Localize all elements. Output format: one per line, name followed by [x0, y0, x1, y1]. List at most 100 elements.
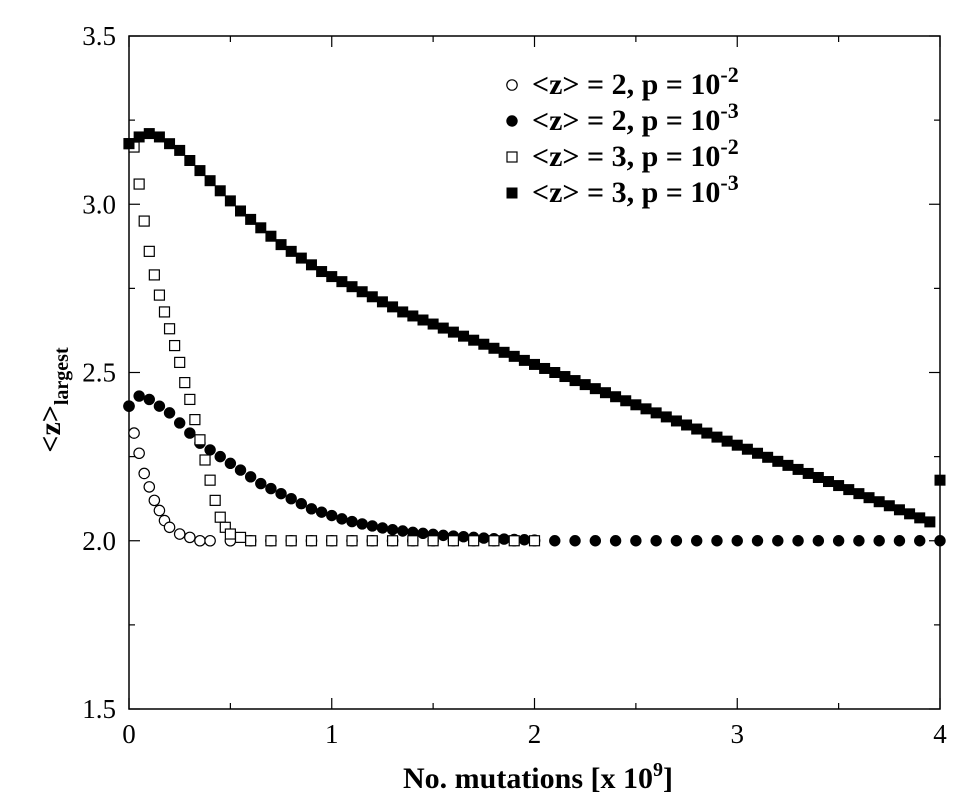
- data-point: [214, 185, 226, 197]
- data-point: [518, 354, 530, 366]
- data-point: [163, 521, 176, 534]
- data-point: [275, 487, 287, 500]
- data-point: [508, 535, 520, 547]
- data-point: [138, 467, 151, 480]
- data-point: [589, 383, 601, 395]
- data-point: [741, 443, 753, 455]
- series-2: [123, 390, 946, 547]
- data-point: [214, 450, 226, 463]
- data-point: [214, 511, 226, 523]
- x-axis-title-superscript: 9: [653, 759, 663, 781]
- data-point: [863, 492, 875, 504]
- data-point: [569, 375, 581, 387]
- data-point: [133, 447, 145, 460]
- data-point: [904, 508, 916, 520]
- y-axis-title: <z>largest: [34, 347, 73, 453]
- data-point: [356, 518, 368, 530]
- data-point: [873, 496, 885, 508]
- legend-label-superscript: -2: [720, 62, 738, 87]
- data-point: [731, 439, 743, 451]
- data-point: [579, 379, 591, 391]
- data-point: [234, 464, 247, 476]
- data-point: [189, 414, 201, 426]
- data-point: [488, 342, 500, 354]
- data-point: [133, 178, 145, 190]
- data-point: [660, 411, 672, 423]
- data-point: [610, 391, 622, 403]
- data-point: [204, 474, 216, 486]
- data-point: [812, 535, 825, 547]
- y-tick-label: 2.5: [82, 358, 116, 388]
- data-point: [295, 252, 307, 264]
- data-point: [194, 534, 206, 547]
- data-point: [832, 535, 845, 547]
- data-point: [762, 451, 774, 463]
- legend-label-main: <z> = 2, p = 10: [532, 104, 720, 137]
- data-point: [386, 523, 399, 536]
- data-point: [336, 513, 348, 525]
- data-point: [670, 535, 683, 547]
- legend-label: <z> = 2, p = 10-2: [532, 62, 739, 101]
- data-point: [478, 338, 490, 350]
- data-point: [397, 306, 409, 318]
- y-axis-title-subscript: largest: [51, 347, 73, 405]
- data-point: [812, 471, 824, 483]
- data-point: [528, 535, 541, 547]
- data-point: [630, 535, 642, 547]
- data-point: [386, 535, 399, 547]
- data-point: [194, 434, 206, 446]
- data-point: [148, 269, 160, 281]
- data-point: [245, 213, 257, 225]
- data-point: [143, 245, 155, 257]
- data-point: [853, 535, 865, 547]
- data-point: [224, 528, 236, 540]
- data-point: [498, 533, 510, 545]
- data-point: [179, 376, 191, 389]
- data-point: [711, 431, 723, 443]
- data-point: [285, 492, 297, 505]
- legend-marker: [506, 187, 518, 199]
- legend-label: <z> = 3, p = 10-3: [532, 170, 739, 209]
- data-point: [275, 239, 287, 251]
- legend-entry: <z> = 2, p = 10-3: [506, 98, 739, 137]
- data-point: [153, 400, 166, 412]
- data-point: [123, 138, 135, 150]
- data-point: [265, 230, 277, 242]
- data-point: [305, 535, 318, 547]
- data-point: [518, 534, 531, 546]
- data-point: [315, 506, 328, 518]
- data-point: [407, 310, 419, 322]
- x-tick-label: 4: [933, 719, 947, 749]
- data-point: [893, 535, 906, 547]
- data-point: [711, 535, 723, 547]
- data-point: [609, 535, 622, 547]
- data-point: [164, 138, 176, 150]
- data-point: [447, 326, 459, 338]
- data-point: [893, 504, 905, 516]
- data-point: [599, 387, 611, 399]
- data-point: [934, 535, 946, 547]
- legend-label-main: <z> = 2, p = 10: [532, 68, 720, 101]
- data-point: [153, 131, 165, 143]
- data-point: [199, 454, 211, 466]
- data-point: [209, 494, 221, 506]
- data-point: [173, 528, 186, 540]
- data-point: [143, 481, 156, 493]
- data-point: [630, 399, 642, 411]
- data-point: [782, 459, 794, 471]
- data-point: [224, 195, 236, 207]
- data-point: [285, 245, 297, 257]
- legend-label: <z> = 2, p = 10-3: [532, 98, 739, 137]
- data-point: [356, 286, 368, 298]
- data-point: [265, 482, 277, 495]
- data-point: [427, 318, 439, 330]
- data-point: [366, 291, 378, 303]
- series-4: [123, 128, 946, 528]
- data-point: [427, 535, 439, 547]
- data-point: [833, 480, 845, 492]
- data-point: [924, 516, 936, 528]
- data-point: [772, 535, 784, 547]
- data-point: [326, 271, 338, 283]
- data-point: [529, 358, 540, 370]
